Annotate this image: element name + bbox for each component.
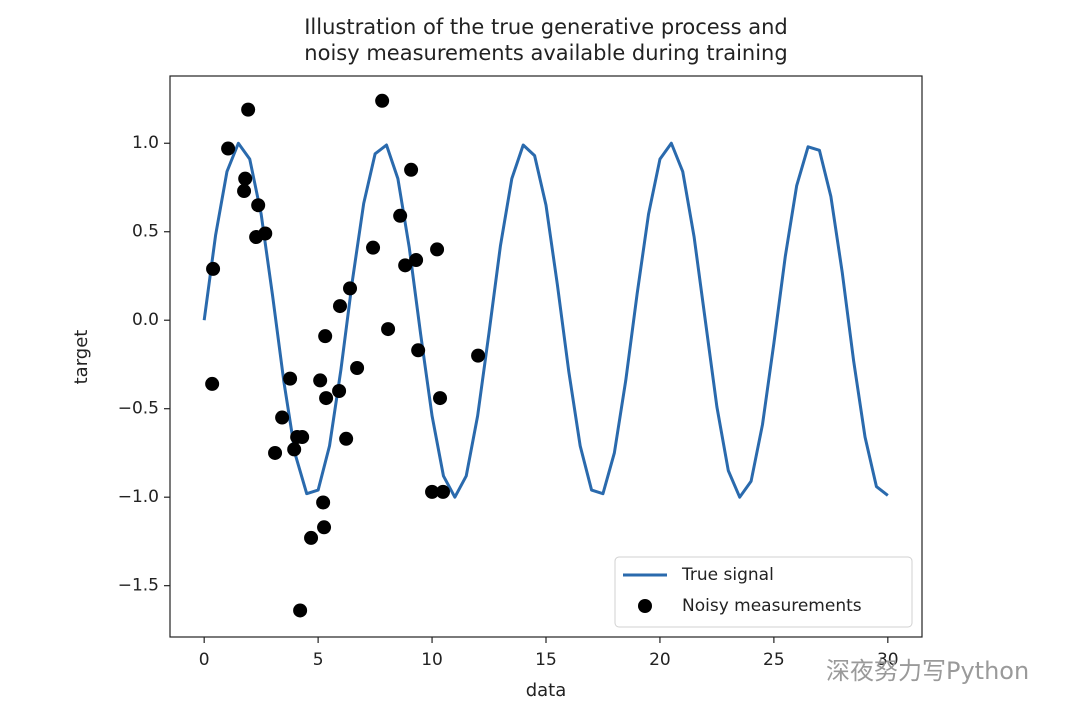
scatter-point [425, 484, 440, 499]
scatter-point [409, 253, 424, 268]
x-tick-label: 30 [877, 650, 899, 670]
x-tick-label: 15 [535, 650, 557, 670]
legend-label: Noisy measurements [682, 596, 862, 616]
scatter-point [332, 384, 347, 399]
y-tick-label: 0.5 [132, 222, 159, 242]
chart-title: Illustration of the true generative proc… [304, 15, 788, 39]
scatter-point [251, 198, 266, 213]
chart-title: noisy measurements available during trai… [304, 41, 787, 65]
scatter-point [339, 431, 354, 446]
scatter-point [206, 261, 221, 276]
scatter-point [205, 376, 220, 391]
legend-marker [638, 599, 652, 613]
scatter-point [313, 373, 328, 388]
scatter-point [287, 442, 302, 457]
scatter-point [393, 208, 408, 223]
scatter-point [471, 348, 486, 363]
scatter-point [430, 242, 445, 257]
scatter-point [295, 430, 310, 445]
y-tick-label: −1.5 [118, 576, 159, 596]
watermark: 深夜努力写Python [826, 657, 1029, 685]
scatter-point [275, 410, 290, 425]
scatter-point [433, 391, 448, 406]
scatter-point [411, 343, 426, 358]
y-tick-label: 1.0 [132, 133, 159, 153]
scatter-point [241, 102, 256, 117]
scatter-point [398, 258, 413, 273]
scatter-point [404, 162, 419, 177]
x-tick-label: 0 [199, 650, 210, 670]
y-tick-label: −1.0 [118, 487, 159, 507]
y-axis-label: target [71, 330, 92, 385]
scatter-point [268, 445, 283, 460]
x-tick-label: 20 [649, 650, 671, 670]
scatter-point [319, 391, 334, 406]
scatter-point [283, 371, 298, 386]
y-tick-label: 0.0 [132, 310, 159, 330]
y-tick-label: −0.5 [118, 399, 159, 419]
scatter-point [350, 361, 365, 376]
scatter-point [366, 240, 381, 255]
scatter-point [375, 93, 390, 108]
scatter-point [317, 520, 332, 535]
x-tick-label: 10 [421, 650, 443, 670]
scatter-point [332, 299, 347, 314]
scatter-point [304, 530, 319, 545]
scatter-point [343, 281, 358, 296]
plot-frame [169, 75, 923, 638]
scatter-point [293, 603, 308, 618]
scatter-point [221, 141, 236, 156]
signal-line [202, 141, 889, 499]
scatter-point [318, 329, 333, 344]
x-axis-label: data [526, 680, 567, 701]
scatter-point [258, 226, 273, 241]
scatter-point [435, 484, 450, 499]
x-tick-label: 5 [313, 650, 324, 670]
scatter-point [237, 184, 252, 199]
legend-box [614, 556, 913, 628]
x-tick-label: 25 [763, 650, 785, 670]
scatter-point [381, 322, 396, 337]
scatter-point [238, 171, 253, 186]
scatter-point [316, 495, 331, 510]
legend-label: True signal [681, 565, 774, 585]
